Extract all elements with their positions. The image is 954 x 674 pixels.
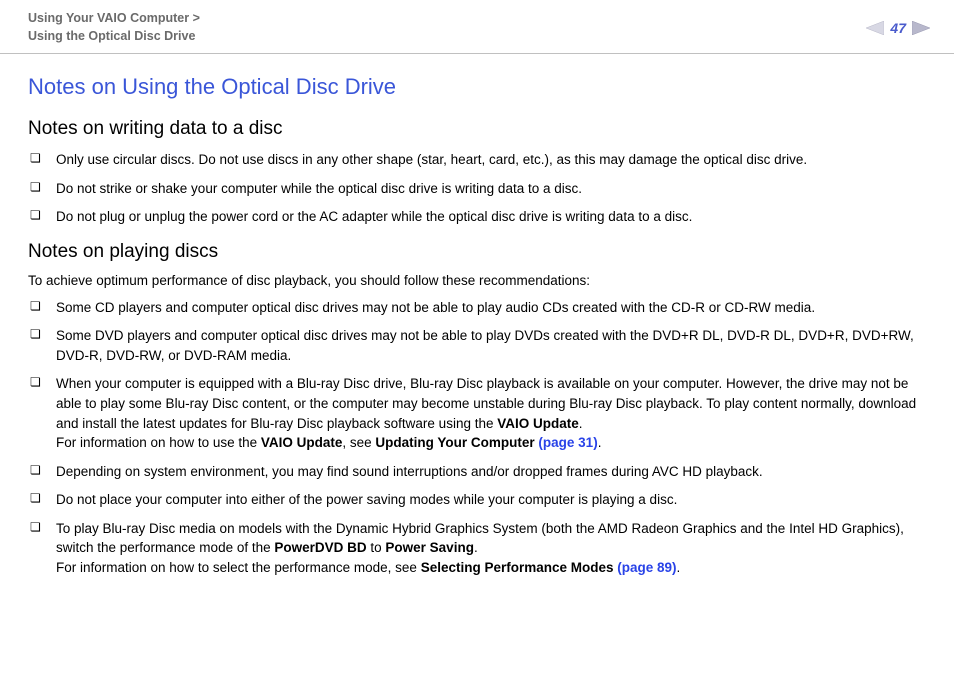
list-item: Some DVD players and computer optical di… — [28, 326, 926, 365]
list-item: Depending on system environment, you may… — [28, 462, 926, 482]
list-item: Do not plug or unplug the power cord or … — [28, 207, 926, 227]
page-number: 47 — [890, 20, 906, 36]
breadcrumb: Using Your VAIO Computer > Using the Opt… — [28, 10, 200, 45]
list-item: Some CD players and computer optical dis… — [28, 298, 926, 318]
list-item: Only use circular discs. Do not use disc… — [28, 150, 926, 170]
breadcrumb-line-2: Using the Optical Disc Drive — [28, 29, 195, 43]
next-page-button[interactable] — [912, 21, 930, 35]
section-heading-playing: Notes on playing discs — [28, 241, 926, 263]
playing-list: Some CD players and computer optical dis… — [28, 298, 926, 578]
prev-page-button[interactable] — [866, 21, 884, 35]
pager: 47 — [866, 20, 930, 36]
page-title: Notes on Using the Optical Disc Drive — [28, 74, 926, 100]
breadcrumb-line-1: Using Your VAIO Computer > — [28, 11, 200, 25]
list-item: To play Blu-ray Disc media on models wit… — [28, 519, 926, 578]
page-header: Using Your VAIO Computer > Using the Opt… — [0, 0, 954, 54]
link-page-31[interactable]: (page 31) — [538, 435, 597, 450]
writing-list: Only use circular discs. Do not use disc… — [28, 150, 926, 227]
page-content: Notes on Using the Optical Disc Drive No… — [0, 54, 954, 606]
list-item: Do not strike or shake your computer whi… — [28, 179, 926, 199]
link-page-89[interactable]: (page 89) — [617, 560, 676, 575]
list-item: When your computer is equipped with a Bl… — [28, 374, 926, 452]
playing-intro: To achieve optimum performance of disc p… — [28, 273, 926, 288]
list-item: Do not place your computer into either o… — [28, 490, 926, 510]
section-heading-writing: Notes on writing data to a disc — [28, 118, 926, 140]
